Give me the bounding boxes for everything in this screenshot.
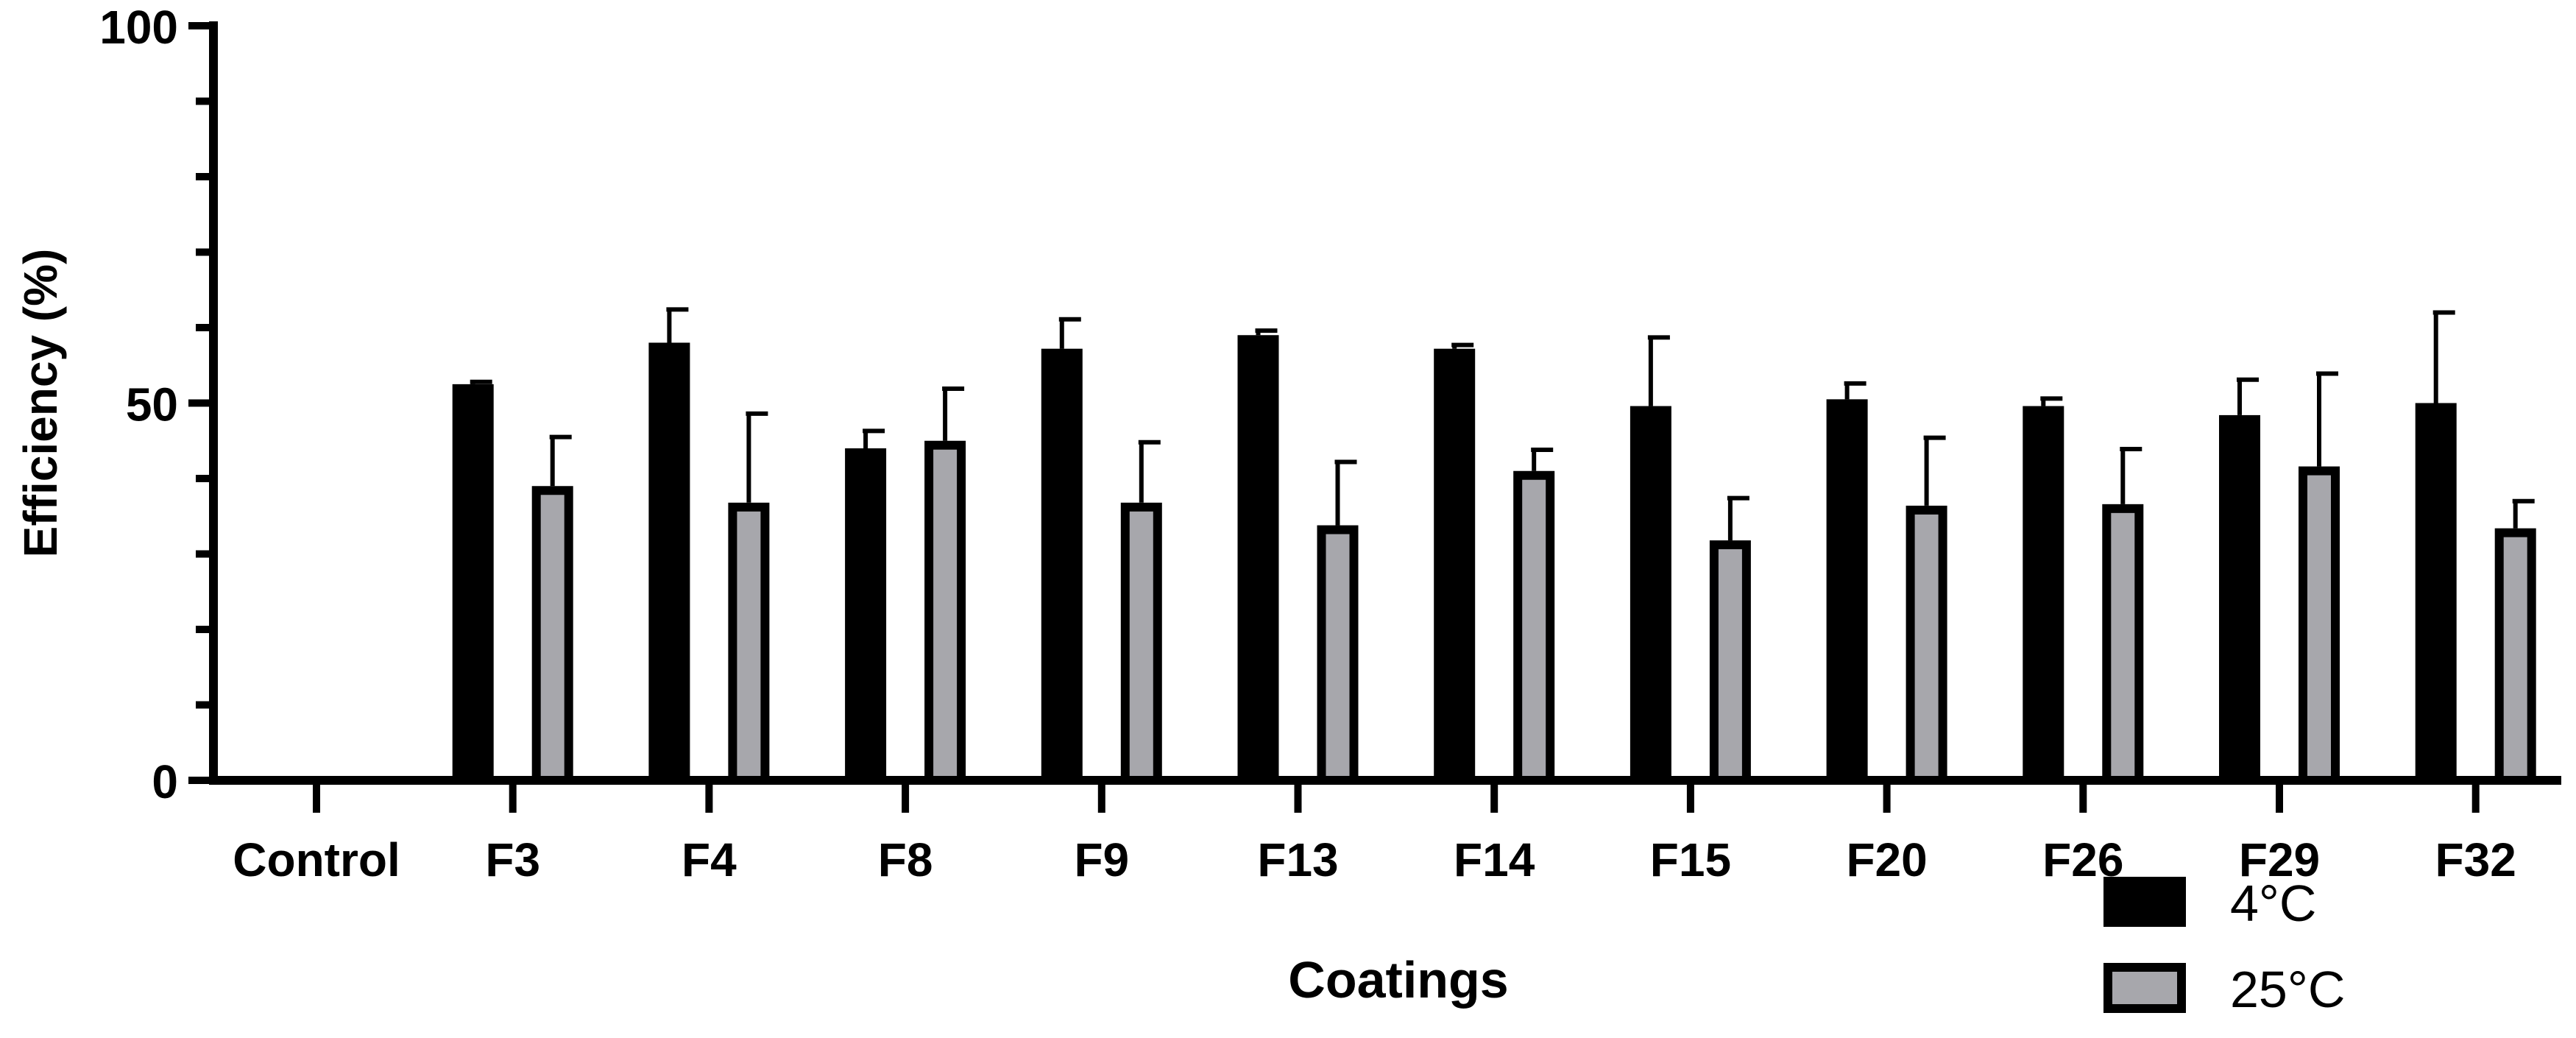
x-tick-label: F29: [2239, 833, 2320, 886]
x-tick-label: F20: [1846, 833, 1927, 886]
bar-4c: [648, 342, 690, 780]
bar-25c: [1709, 540, 1751, 785]
legend-swatch-4c: [2103, 877, 2186, 927]
y-tick-label: 0: [152, 755, 178, 808]
bar-25c: [2102, 504, 2144, 785]
bar-4c: [845, 448, 887, 780]
bar-4c: [1434, 348, 1476, 780]
legend: 4°C 25°C: [2103, 875, 2345, 1018]
x-tick-label: F9: [1074, 833, 1129, 886]
bar-25c: [2299, 466, 2340, 785]
labels-layer: Efficiency (%) Coatings: [14, 249, 1509, 1009]
legend-swatch-25c: [2103, 963, 2186, 1013]
bar-4c: [1630, 406, 1671, 780]
x-tick-label: F3: [485, 833, 540, 886]
x-tick-label: F32: [2435, 833, 2516, 886]
bar-4c: [2023, 406, 2064, 780]
bar-25c: [1513, 470, 1555, 785]
x-tick-label: F8: [878, 833, 933, 886]
bars-layer: [452, 307, 2536, 785]
bar-4c: [452, 384, 494, 780]
x-tick-label: F4: [682, 833, 737, 886]
y-tick-label: 50: [126, 378, 178, 431]
bar-25c: [728, 502, 770, 785]
bar-4c: [1237, 335, 1279, 780]
bar-4c: [2219, 414, 2260, 780]
x-tick-label: Control: [233, 833, 400, 886]
x-tick-label: F14: [1454, 833, 1535, 886]
x-tick-label: F13: [1257, 833, 1338, 886]
bar-25c: [1120, 502, 1162, 785]
bar-4c: [1041, 348, 1083, 780]
bar-25c: [1906, 505, 1947, 785]
legend-label-4c: 4°C: [2230, 875, 2316, 932]
y-axis-label: Efficiency (%): [14, 249, 67, 558]
bar-4c: [2415, 403, 2457, 780]
x-axis-label: Coatings: [1288, 951, 1508, 1009]
x-tick-label: F15: [1650, 833, 1731, 886]
legend-label-25c: 25°C: [2230, 961, 2345, 1018]
bar-25c: [924, 440, 966, 785]
bar-4c: [1826, 399, 1868, 780]
bar-25c: [1317, 525, 1359, 785]
bar-25c: [2494, 528, 2536, 785]
bar-25c: [531, 486, 573, 785]
y-tick-label: 100: [99, 1, 178, 54]
